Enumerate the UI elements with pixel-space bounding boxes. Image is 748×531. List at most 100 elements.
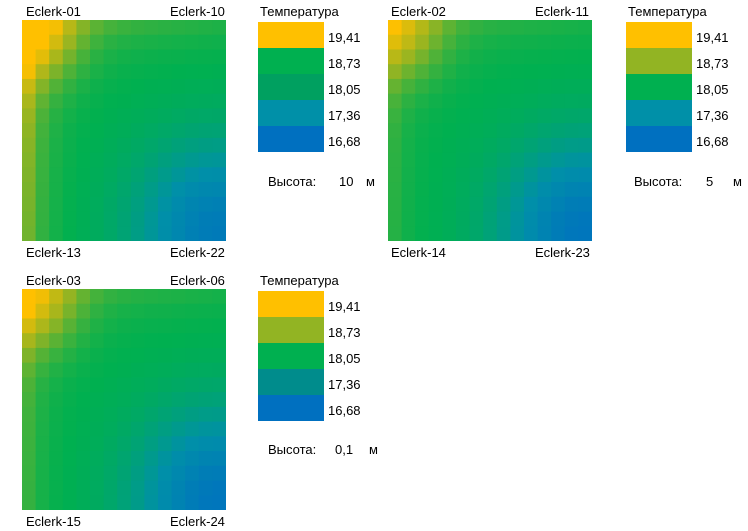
heatmap-cell xyxy=(103,495,118,510)
heatmap-cell xyxy=(564,93,579,109)
heatmap-cell xyxy=(198,289,213,305)
heatmap-cell xyxy=(90,196,105,213)
heatmap-cell xyxy=(185,152,200,168)
heatmap-cell xyxy=(130,318,145,334)
heatmap-cell xyxy=(171,406,186,423)
heatmap-cell xyxy=(456,64,471,80)
heatmap-cell xyxy=(90,152,105,168)
heatmap-cell xyxy=(456,123,471,139)
heatmap-cell xyxy=(35,167,50,183)
heatmap-cell xyxy=(117,289,132,305)
heatmap-cell xyxy=(35,93,50,109)
heatmap-cell xyxy=(171,182,186,198)
heatmap-cell xyxy=(144,20,159,36)
legend-swatch xyxy=(258,369,324,395)
heatmap-cell xyxy=(144,347,159,364)
legend-swatch xyxy=(258,291,324,317)
heatmap-cell xyxy=(388,167,403,183)
heatmap-cell xyxy=(158,93,173,109)
heatmap-cell xyxy=(62,480,77,496)
heatmap-cell xyxy=(198,152,213,168)
heatmap-cell xyxy=(158,318,173,334)
heatmap-cell xyxy=(35,333,50,349)
heatmap-cell xyxy=(49,137,64,154)
heatmap-cell xyxy=(428,137,443,154)
legend-value: 17,36 xyxy=(696,108,729,123)
heatmap-cell xyxy=(198,49,213,65)
heatmap-cell xyxy=(22,333,37,349)
heatmap-cell xyxy=(171,108,186,124)
heatmap-cell xyxy=(198,406,213,423)
heatmap-cell xyxy=(144,211,159,227)
heatmap-cell xyxy=(198,226,213,241)
heatmap-cell xyxy=(103,333,118,349)
heatmap-cell xyxy=(49,392,64,408)
heatmap-cell xyxy=(388,20,403,36)
heatmap-cell xyxy=(537,93,552,109)
heatmap-cell xyxy=(564,20,579,36)
heatmap-cell xyxy=(35,211,50,227)
heatmap-cell xyxy=(401,49,416,65)
heatmap-cell xyxy=(144,49,159,65)
heatmap-cell xyxy=(22,226,37,241)
heatmap-cell xyxy=(524,226,539,241)
heatmap-cell xyxy=(185,480,200,496)
heatmap-cell xyxy=(469,93,484,109)
heatmap-cell xyxy=(388,34,403,51)
heatmap-cell xyxy=(35,196,50,213)
heatmap-cell xyxy=(49,333,64,349)
heatmap-cell xyxy=(198,20,213,36)
heatmap-cell xyxy=(537,123,552,139)
heatmap-cell xyxy=(388,108,403,124)
heatmap-cell xyxy=(62,64,77,80)
heatmap-cell xyxy=(415,108,430,124)
heatmap-cell xyxy=(117,167,132,183)
heatmap-cell xyxy=(212,49,226,65)
heatmap-cell xyxy=(22,108,37,124)
heatmap-cell xyxy=(401,64,416,80)
heatmap-cell xyxy=(35,451,50,467)
heatmap-cell xyxy=(103,421,118,437)
heatmap-cell xyxy=(90,377,105,393)
heatmap-cell xyxy=(62,196,77,213)
heatmap-cell xyxy=(483,123,498,139)
heatmap-cell xyxy=(537,108,552,124)
heatmap-cell xyxy=(171,480,186,496)
heatmap-cell xyxy=(185,392,200,408)
heatmap-cell xyxy=(510,196,525,213)
heatmap-cell xyxy=(578,123,592,139)
heatmap-cell xyxy=(185,34,200,51)
heatmap-cell xyxy=(469,108,484,124)
heatmap-cell xyxy=(510,93,525,109)
heatmap-cell xyxy=(49,347,64,364)
heatmap-cell xyxy=(130,152,145,168)
heatmap-cell xyxy=(469,64,484,80)
corner-label-top-right: Eclerk-06 xyxy=(170,273,225,288)
heatmap-cell xyxy=(90,421,105,437)
corner-label-top-left: Eclerk-01 xyxy=(26,4,81,19)
heatmap-cell xyxy=(130,108,145,124)
heatmap-cell xyxy=(442,152,457,168)
heatmap-cell xyxy=(117,333,132,349)
heatmap-cell xyxy=(76,211,91,227)
heatmap-cell xyxy=(185,495,200,510)
heatmap-cell xyxy=(130,480,145,496)
heatmap-cell xyxy=(524,182,539,198)
heatmap-cell xyxy=(510,20,525,36)
heatmap-cell xyxy=(76,152,91,168)
heatmap-cell xyxy=(564,152,579,168)
heatmap-cell xyxy=(117,152,132,168)
legend-value: 19,41 xyxy=(328,299,361,314)
heatmap-cell xyxy=(185,20,200,36)
heatmap-cell xyxy=(49,152,64,168)
heatmap-cell xyxy=(130,436,145,452)
heatmap-cell xyxy=(428,93,443,109)
heatmap-cell xyxy=(510,182,525,198)
heatmap-cell xyxy=(185,451,200,467)
heatmap-cell xyxy=(117,465,132,482)
heatmap-cell xyxy=(76,196,91,213)
heatmap-cell xyxy=(158,137,173,154)
heatmap-cell xyxy=(117,377,132,393)
heatmap-cell xyxy=(185,196,200,213)
heatmap-cell xyxy=(90,20,105,36)
